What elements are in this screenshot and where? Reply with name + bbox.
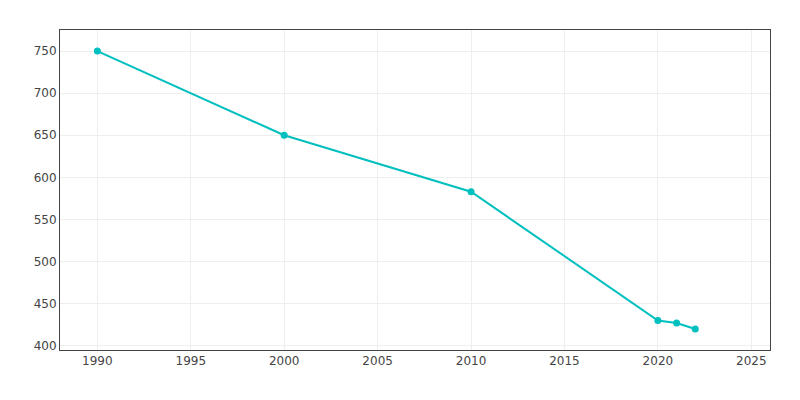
svg-text:2025: 2025 bbox=[736, 354, 767, 368]
svg-text:450: 450 bbox=[34, 297, 57, 311]
svg-text:2005: 2005 bbox=[362, 354, 393, 368]
svg-text:600: 600 bbox=[34, 171, 57, 185]
svg-text:500: 500 bbox=[34, 255, 57, 269]
svg-text:700: 700 bbox=[34, 86, 57, 100]
svg-text:550: 550 bbox=[34, 213, 57, 227]
svg-text:2015: 2015 bbox=[549, 354, 580, 368]
svg-text:1995: 1995 bbox=[176, 354, 207, 368]
svg-text:2010: 2010 bbox=[456, 354, 487, 368]
svg-text:750: 750 bbox=[34, 44, 57, 58]
svg-text:1990: 1990 bbox=[82, 354, 113, 368]
svg-text:650: 650 bbox=[34, 128, 57, 142]
svg-text:2020: 2020 bbox=[643, 354, 674, 368]
svg-text:400: 400 bbox=[34, 339, 57, 353]
svg-text:2000: 2000 bbox=[269, 354, 300, 368]
